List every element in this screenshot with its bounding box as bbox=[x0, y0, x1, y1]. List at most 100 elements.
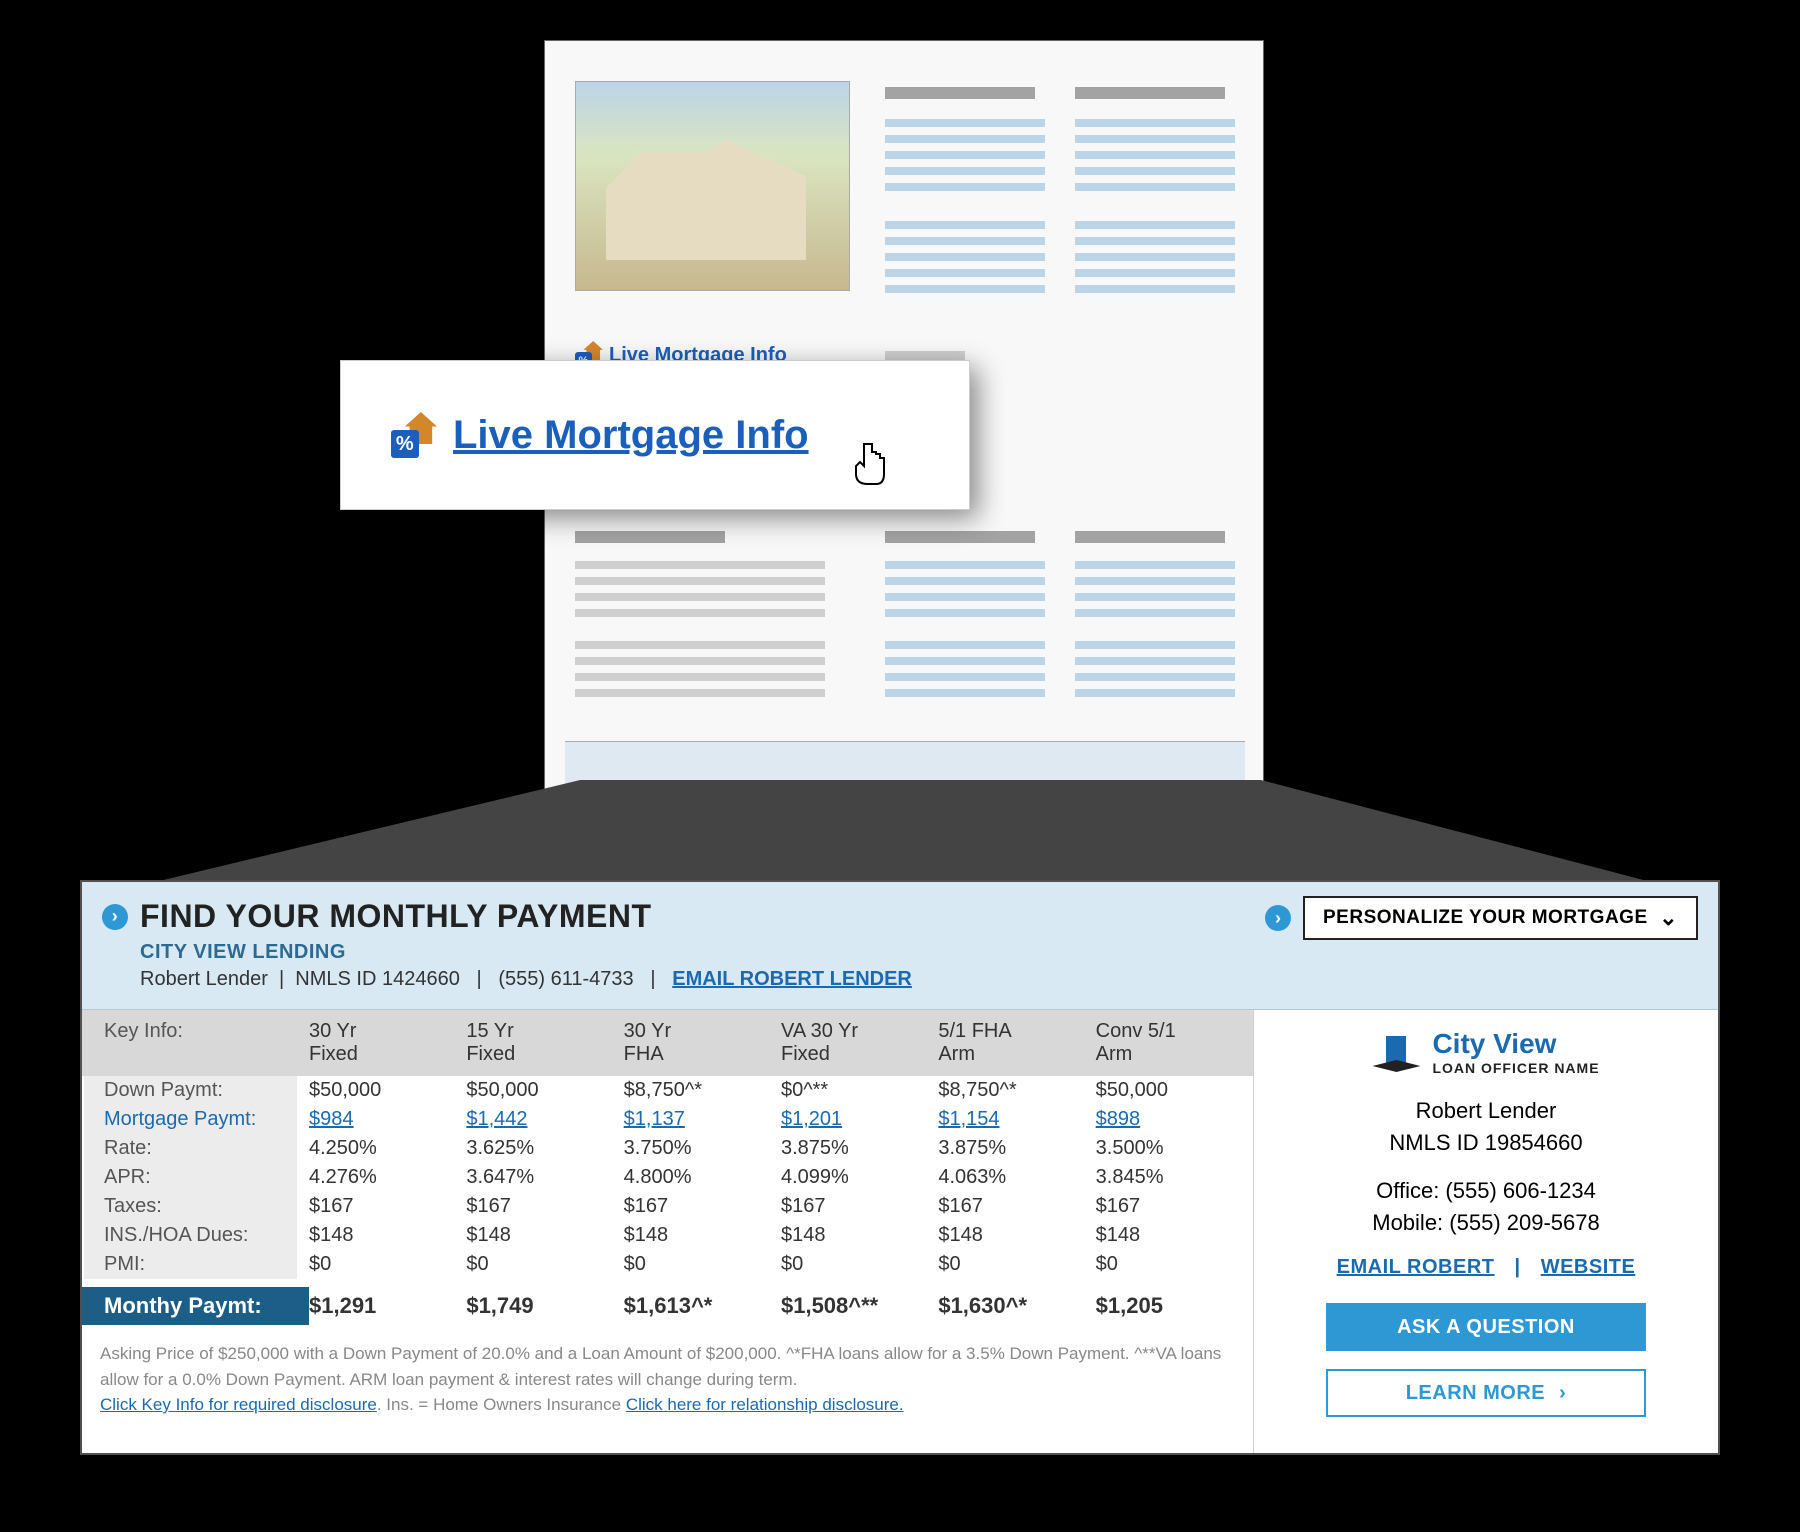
ask-question-button[interactable]: ASK A QUESTION bbox=[1326, 1303, 1646, 1351]
cell: $0^** bbox=[781, 1079, 938, 1102]
placeholder-bar bbox=[885, 577, 1045, 585]
widget-header: › FIND YOUR MONTHLY PAYMENT CITY VIEW LE… bbox=[82, 882, 1253, 1010]
pointer-cursor-icon bbox=[850, 440, 890, 490]
placeholder-bar bbox=[885, 151, 1045, 159]
placeholder-bar bbox=[1075, 673, 1235, 681]
col-header: VA 30 YrFixed bbox=[781, 1020, 938, 1066]
cell: 4.800% bbox=[624, 1166, 781, 1189]
email-lender-link[interactable]: EMAIL ROBERT LENDER bbox=[672, 968, 912, 990]
placeholder-bar bbox=[1075, 657, 1235, 665]
mortgage-payment-link[interactable]: $1,201 bbox=[781, 1108, 842, 1130]
heading-text: FIND YOUR MONTHLY PAYMENT bbox=[140, 898, 652, 935]
cell: $0 bbox=[624, 1253, 781, 1276]
total-cell: $1,749 bbox=[466, 1287, 623, 1325]
placeholder-bar bbox=[885, 641, 1045, 649]
total-cell: $1,613^* bbox=[624, 1287, 781, 1325]
placeholder-bar bbox=[885, 689, 1045, 697]
officer-mobile-phone: Mobile: (555) 209-5678 bbox=[1372, 1210, 1599, 1236]
mortgage-percent-icon bbox=[391, 412, 437, 458]
brand-subtitle: LOAN OFFICER NAME bbox=[1432, 1060, 1599, 1076]
officer-office-phone: Office: (555) 606-1234 bbox=[1376, 1178, 1596, 1204]
placeholder-bar bbox=[885, 285, 1045, 293]
placeholder-bar bbox=[1075, 167, 1235, 175]
placeholder-bar bbox=[1075, 285, 1235, 293]
email-officer-link[interactable]: EMAIL ROBERT bbox=[1337, 1256, 1495, 1278]
cell: $0 bbox=[309, 1253, 466, 1276]
cell: 4.250% bbox=[309, 1137, 466, 1160]
col-header: 5/1 FHAArm bbox=[938, 1020, 1095, 1066]
col-header: 30 YrFHA bbox=[624, 1020, 781, 1066]
placeholder-bar bbox=[885, 609, 1045, 617]
listing-photo bbox=[575, 81, 850, 291]
placeholder-bar bbox=[1075, 593, 1235, 601]
placeholder-bar bbox=[1075, 689, 1235, 697]
cell: $148 bbox=[1096, 1224, 1253, 1247]
brand-logo: City View LOAN OFFICER NAME bbox=[1372, 1028, 1599, 1076]
mortgage-payment-link[interactable]: $984 bbox=[309, 1108, 354, 1130]
footnote-mid: . Ins. = Home Owners Insurance bbox=[377, 1395, 626, 1414]
cell: 3.647% bbox=[466, 1166, 623, 1189]
row-label: Mortgage Paymt: bbox=[94, 1108, 309, 1131]
personalize-mortgage-button[interactable]: PERSONALIZE YOUR MORTGAGE ⌄ bbox=[1303, 896, 1698, 940]
cell: $1,154 bbox=[938, 1108, 1095, 1131]
cell: 3.875% bbox=[938, 1137, 1095, 1160]
cell: $0 bbox=[1096, 1253, 1253, 1276]
cell: $148 bbox=[938, 1224, 1095, 1247]
mortgage-payment-link[interactable]: $1,442 bbox=[466, 1108, 527, 1130]
contact-phone: (555) 611-4733 bbox=[498, 968, 633, 990]
placeholder-bar bbox=[1075, 561, 1235, 569]
placeholder-bar bbox=[885, 531, 1035, 543]
officer-links: EMAIL ROBERT | WEBSITE bbox=[1323, 1256, 1650, 1279]
cell: 3.625% bbox=[466, 1137, 623, 1160]
learn-more-button[interactable]: LEARN MORE › bbox=[1326, 1369, 1646, 1417]
widget-heading: › FIND YOUR MONTHLY PAYMENT bbox=[102, 898, 1233, 935]
placeholder-bar bbox=[885, 183, 1045, 191]
cell: $8,750^* bbox=[938, 1079, 1095, 1102]
cell: $167 bbox=[466, 1195, 623, 1218]
mortgage-payment-link[interactable]: $1,154 bbox=[938, 1108, 999, 1130]
footnote-text: Asking Price of $250,000 with a Down Pay… bbox=[100, 1344, 1221, 1389]
placeholder-bar bbox=[575, 689, 825, 697]
cell: $50,000 bbox=[309, 1079, 466, 1102]
placeholder-bar bbox=[1075, 151, 1235, 159]
relationship-disclosure-link[interactable]: Click here for relationship disclosure. bbox=[626, 1395, 904, 1414]
col-header: 30 YrFixed bbox=[309, 1020, 466, 1066]
cell: $1,201 bbox=[781, 1108, 938, 1131]
table-row: Taxes:$167$167$167$167$167$167 bbox=[82, 1192, 1253, 1221]
placeholder-bar bbox=[1075, 135, 1235, 143]
placeholder-bar bbox=[885, 87, 1035, 99]
cell: $50,000 bbox=[466, 1079, 623, 1102]
chevron-down-icon: ⌄ bbox=[1659, 905, 1678, 931]
cell: $148 bbox=[309, 1224, 466, 1247]
callout-title: Live Mortgage Info bbox=[453, 413, 809, 458]
mortgage-payment-link[interactable]: $898 bbox=[1096, 1108, 1141, 1130]
placeholder-bar bbox=[1075, 253, 1235, 261]
col-header: Conv 5/1Arm bbox=[1096, 1020, 1253, 1066]
footnote: Asking Price of $250,000 with a Down Pay… bbox=[82, 1333, 1253, 1432]
placeholder-bar bbox=[1075, 119, 1235, 127]
rate-grid: Down Paymt:$50,000$50,000$8,750^*$0^**$8… bbox=[82, 1076, 1253, 1279]
button-label: ASK A QUESTION bbox=[1397, 1316, 1575, 1338]
placeholder-bar bbox=[575, 577, 825, 585]
cell: $0 bbox=[938, 1253, 1095, 1276]
disclosure-link[interactable]: Click Key Info for required disclosure bbox=[100, 1395, 377, 1414]
officer-name: Robert Lender bbox=[1416, 1098, 1557, 1124]
placeholder-bar bbox=[885, 237, 1045, 245]
cell: 3.875% bbox=[781, 1137, 938, 1160]
cell: $0 bbox=[466, 1253, 623, 1276]
table-row: INS./HOA Dues:$148$148$148$148$148$148 bbox=[82, 1221, 1253, 1250]
placeholder-bar bbox=[1075, 87, 1225, 99]
row-label: APR: bbox=[94, 1166, 309, 1189]
company-name: CITY VIEW LENDING bbox=[140, 941, 1233, 964]
officer-website-link[interactable]: WEBSITE bbox=[1541, 1256, 1636, 1278]
placeholder-bar bbox=[885, 253, 1045, 261]
cell: $167 bbox=[938, 1195, 1095, 1218]
row-label: INS./HOA Dues: bbox=[94, 1224, 309, 1247]
cell: $1,137 bbox=[624, 1108, 781, 1131]
mortgage-payment-link[interactable]: $1,137 bbox=[624, 1108, 685, 1130]
placeholder-bar bbox=[1075, 531, 1225, 543]
placeholder-bar bbox=[885, 135, 1045, 143]
row-label: Taxes: bbox=[94, 1195, 309, 1218]
chevron-right-icon: › bbox=[1265, 905, 1291, 931]
brand-name: City View bbox=[1432, 1028, 1599, 1060]
